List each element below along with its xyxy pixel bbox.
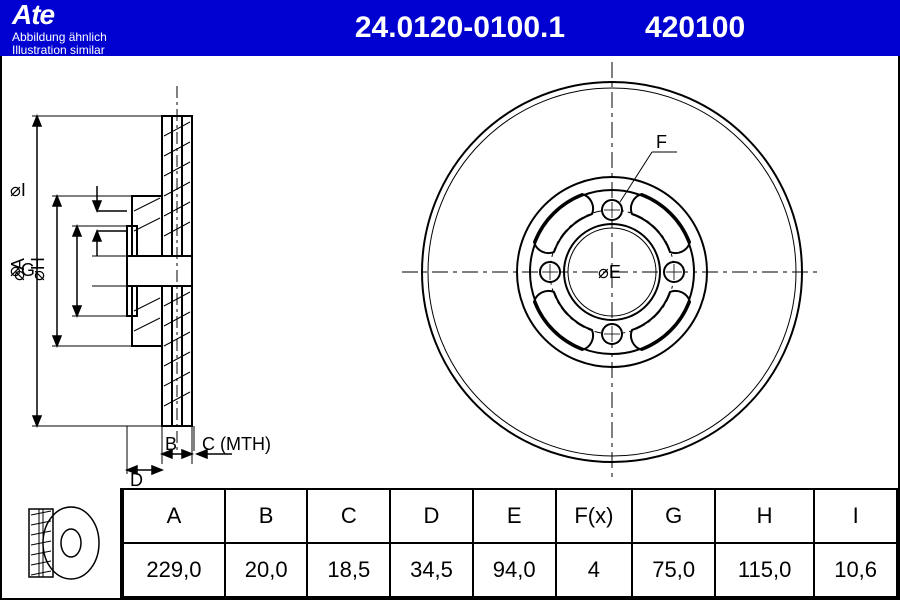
col-B: B [225, 489, 308, 543]
label-F: F [656, 132, 667, 152]
val-A: 229,0 [123, 543, 225, 597]
label-H: ⌀H [28, 257, 48, 281]
val-B: 20,0 [225, 543, 308, 597]
label-E: ⌀E [598, 262, 621, 282]
val-H: 115,0 [715, 543, 814, 597]
dimensions-table: A B C D E F(x) G H I 229,0 20,0 18,5 34,… [122, 488, 898, 598]
part-numbers: 24.0120-0100.1 420100 [212, 11, 888, 45]
label-A: ⌀A [8, 258, 28, 281]
side-view: ⌀I ⌀G ⌀H ⌀A B C (MTH) D [2, 56, 322, 488]
val-F: 4 [556, 543, 633, 597]
col-I: I [814, 489, 897, 543]
col-C: C [307, 489, 390, 543]
col-F: F(x) [556, 489, 633, 543]
front-view-svg: ⌀E F [322, 56, 900, 488]
label-D: D [130, 470, 143, 488]
val-E: 94,0 [473, 543, 556, 597]
label-C: C (MTH) [202, 434, 271, 454]
thumbnail-svg [11, 503, 111, 583]
label-B: B [165, 434, 177, 454]
val-G: 75,0 [632, 543, 715, 597]
table-value-row: 229,0 20,0 18,5 34,5 94,0 4 75,0 115,0 1… [123, 543, 897, 597]
front-view: ⌀E F [322, 56, 900, 488]
side-view-svg: ⌀I ⌀G ⌀H ⌀A B C (MTH) D [2, 56, 322, 488]
table-header-row: A B C D E F(x) G H I [123, 489, 897, 543]
logo-area: Ate Abbildung ähnlich Illustration simil… [12, 0, 212, 57]
col-H: H [715, 489, 814, 543]
diagram-area: ⌀I ⌀G ⌀H ⌀A B C (MTH) D [0, 56, 900, 488]
thumbnail-cell [2, 488, 122, 598]
part-number: 24.0120-0100.1 [355, 11, 565, 45]
val-D: 34,5 [390, 543, 473, 597]
col-G: G [632, 489, 715, 543]
val-C: 18,5 [307, 543, 390, 597]
header-bar: Ate Abbildung ähnlich Illustration simil… [0, 0, 900, 56]
col-A: A [123, 489, 225, 543]
brand-logo: Ate [12, 0, 212, 31]
val-I: 10,6 [814, 543, 897, 597]
col-D: D [390, 489, 473, 543]
short-code: 420100 [645, 11, 745, 45]
label-I: ⌀I [10, 180, 26, 200]
col-E: E [473, 489, 556, 543]
table-area: A B C D E F(x) G H I 229,0 20,0 18,5 34,… [0, 488, 900, 600]
